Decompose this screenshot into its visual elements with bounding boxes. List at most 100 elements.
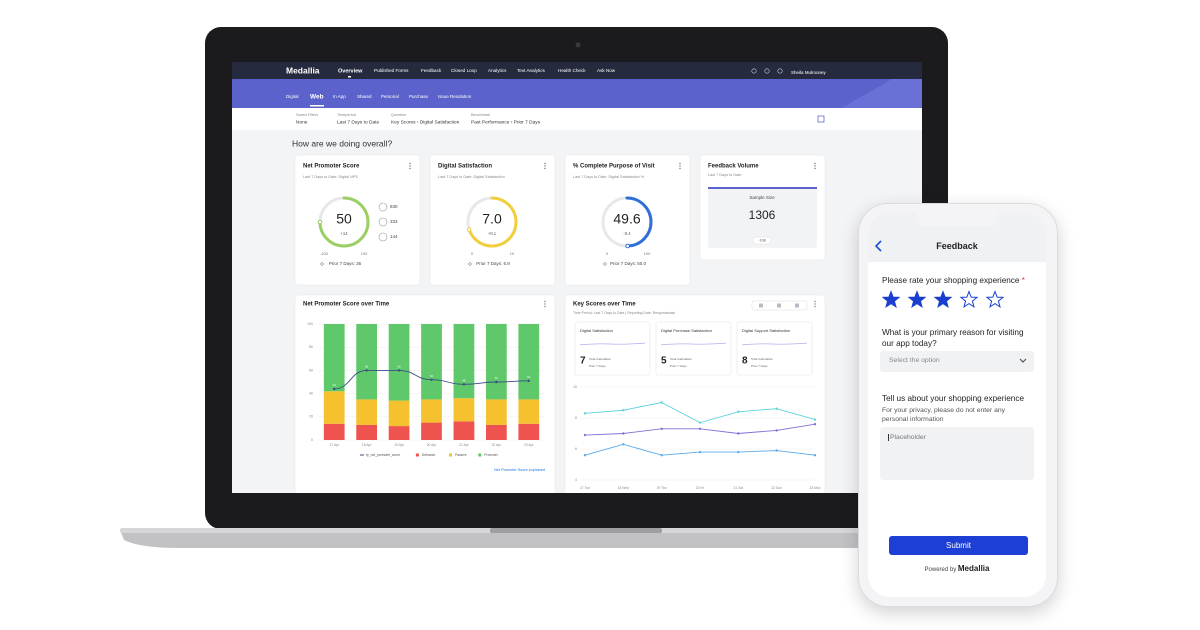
view-icon[interactable] <box>795 303 799 308</box>
gauge-marker <box>466 227 472 232</box>
menu-dot[interactable] <box>544 305 546 308</box>
select-box[interactable]: Select the option <box>880 351 1034 372</box>
phone-screen: Feedback Please rate your shopping exper… <box>868 212 1046 597</box>
breakdown-count: 830 <box>390 204 398 209</box>
brand-logo: Medallia <box>286 65 320 75</box>
tab[interactable]: Purchase <box>409 94 429 99</box>
nav-item[interactable]: Analytics <box>488 68 507 73</box>
nav-item[interactable]: Overview <box>338 68 363 74</box>
menu-dot[interactable] <box>814 165 816 167</box>
form-title: Feedback <box>936 241 978 251</box>
sparkline <box>579 342 646 346</box>
y-tick-label: 40 <box>309 392 313 396</box>
line-point <box>813 454 817 457</box>
menu-dot[interactable] <box>679 162 681 165</box>
phone: Feedback Please rate your shopping exper… <box>858 203 1058 607</box>
line-point <box>495 380 498 384</box>
breakdown-icon <box>378 232 388 242</box>
nav-item[interactable]: Published Forms <box>374 68 409 73</box>
menu-dot[interactable] <box>679 167 681 170</box>
gauge-arc <box>318 196 370 248</box>
view-icon[interactable] <box>777 303 781 308</box>
bar-segment <box>356 424 378 440</box>
dashboard: Medallia Overview Published Forms Feedback C… <box>232 62 922 493</box>
bar-segment <box>356 324 378 400</box>
kpi-title: Digital Purchase Satisfaction <box>661 328 712 333</box>
filter-value[interactable]: Last 7 Days to Date <box>337 119 379 125</box>
card-title: Feedback Volume <box>708 164 759 170</box>
y-tick-label: 6 <box>575 447 577 451</box>
kpi-value: 5 <box>661 356 667 367</box>
nav-item[interactable]: Closed Loop <box>451 68 477 73</box>
tab[interactable]: Issue Resolution <box>438 94 472 99</box>
star-empty[interactable] <box>985 290 1005 309</box>
menu-dot[interactable] <box>544 300 546 303</box>
y-tick-label: 60 <box>309 368 313 372</box>
filter-bar <box>232 108 922 130</box>
gauge-min: 0 <box>471 251 474 256</box>
star-filled[interactable] <box>907 290 927 309</box>
nav-item[interactable]: Feedback <box>421 68 442 73</box>
text-area[interactable]: Placeholder <box>880 427 1034 480</box>
filter-value[interactable]: Key Scores › Digital Satisfaction <box>391 119 460 125</box>
menu-dot[interactable] <box>814 167 816 170</box>
line-point <box>737 450 740 454</box>
card-title: % Complete Purpose of Visit <box>573 164 655 170</box>
tab[interactable]: Digital <box>286 94 299 99</box>
tab[interactable]: Web <box>310 94 324 101</box>
back-button[interactable] <box>874 240 884 252</box>
top-bar <box>232 62 922 79</box>
x-tick-label: 19 Apr <box>394 443 404 447</box>
star-empty[interactable] <box>959 290 979 309</box>
menu-dot[interactable] <box>814 305 816 308</box>
x-tick-label: 23 Mon <box>810 486 821 490</box>
menu-dot[interactable] <box>814 162 816 165</box>
line-point <box>775 429 778 432</box>
y-tick-label: 100 <box>307 322 313 326</box>
header-icon[interactable] <box>777 68 783 74</box>
star-rating[interactable] <box>882 290 1022 310</box>
star-filled[interactable] <box>933 290 953 309</box>
tab[interactable]: In App <box>333 94 346 99</box>
back-icon[interactable] <box>874 240 882 252</box>
star-filled[interactable] <box>882 290 901 309</box>
card-subtitle: Last 7 Days to Date: Digital NPS <box>303 175 358 179</box>
line-point <box>775 407 778 410</box>
menu-dot[interactable] <box>814 300 816 303</box>
card-subtitle: Last 7 Days to Date: Digital Satisfactio… <box>438 175 505 179</box>
card-subtitle: Last 7 Days to Date: Digital Satisfactio… <box>573 175 645 179</box>
menu-dot[interactable] <box>409 167 411 170</box>
filter-value[interactable]: Past Performance › Prior 7 Days <box>471 119 541 125</box>
menu-dot[interactable] <box>679 165 681 167</box>
menu-dot[interactable] <box>409 162 411 165</box>
menu-dot[interactable] <box>544 162 546 165</box>
header-icon[interactable] <box>764 68 770 74</box>
menu-dot[interactable] <box>409 165 411 167</box>
filter-value[interactable]: None <box>296 119 308 125</box>
legend-swatch <box>478 453 482 457</box>
explain-link[interactable]: Net Promoter Score explained <box>494 468 545 472</box>
tab[interactable]: Personal <box>381 94 399 99</box>
nav-item[interactable]: Ask Now <box>597 68 616 73</box>
submit-button[interactable]: Submit <box>889 536 1028 555</box>
bar-segment <box>453 398 475 422</box>
line-point <box>698 427 702 431</box>
card-title: Digital Satisfaction <box>438 164 492 170</box>
prior-value: Prior 7 Days: 6.9 <box>476 261 510 266</box>
x-tick-label: 17 Apr <box>329 443 339 447</box>
menu-dot[interactable] <box>544 165 546 167</box>
tab[interactable]: Shared <box>357 94 372 99</box>
menu-dot[interactable] <box>544 167 546 170</box>
delta-pill <box>752 236 772 245</box>
prior-value: Prior 7 Days: 50.0 <box>610 261 647 266</box>
filter-settings-icon[interactable] <box>817 115 825 123</box>
header-icon[interactable] <box>751 68 757 74</box>
nav-item[interactable]: Health Check <box>558 68 586 73</box>
menu-dot[interactable] <box>814 303 816 305</box>
line-point <box>622 432 625 435</box>
line-point <box>583 454 587 457</box>
menu-dot[interactable] <box>544 303 546 305</box>
nav-item[interactable]: Text Analytics <box>517 68 546 73</box>
view-icon[interactable] <box>759 303 763 308</box>
question-text: Please rate your shopping experience <box>882 276 1020 285</box>
